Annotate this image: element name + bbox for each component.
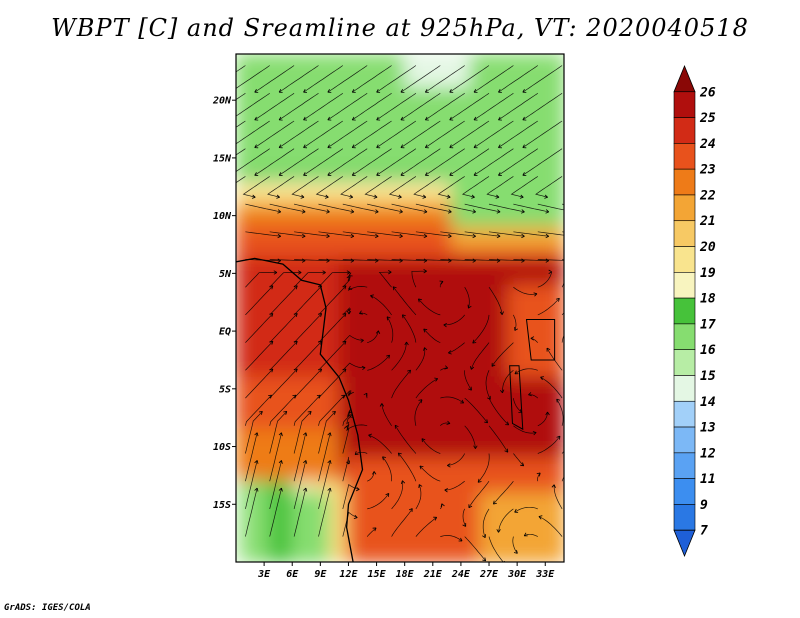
y-tick-label: 15N (213, 153, 232, 164)
colorbar-label: 15 (700, 369, 716, 384)
colorbar-label: 12 (700, 446, 716, 461)
colorbar-segment (673, 504, 696, 531)
colorbar-label: 24 (699, 137, 716, 152)
colorbar-label: 14 (700, 395, 716, 410)
colorbar-label: 21 (699, 214, 716, 229)
lake-outline (525, 319, 556, 361)
colorbar-segment (673, 375, 696, 402)
lake-outline (509, 365, 524, 431)
colorbar-segment (673, 117, 696, 144)
colorbar: 7 9 11 12 13 14 15 16 17 18 19 20 21 22 23 24 25 26 (673, 64, 716, 558)
colorbar-segment (673, 323, 696, 350)
colorbar-label: 17 (700, 317, 716, 332)
colorbar-segment (673, 426, 696, 454)
y-tick-label: 5S (219, 384, 231, 395)
colorbar-label: 25 (699, 111, 716, 126)
x-tick-label: 12E (339, 569, 358, 580)
colorbar-segment (673, 143, 696, 170)
x-axis: 3E 6E 9E 12E 15E 18E 21E 24E 27E 30E 33E (257, 562, 555, 580)
colorbar-label: 7 (700, 524, 708, 539)
colorbar-segment (673, 478, 696, 505)
y-tick-label: 10N (213, 211, 232, 222)
colorbar-segment (673, 220, 696, 247)
colorbar-segment (673, 349, 696, 376)
colorbar-label: 9 (700, 498, 708, 513)
y-axis: 20N 15N 10N 5N EQ 5S 10S 15S (212, 96, 236, 511)
x-tick-label: 33E (535, 569, 555, 580)
y-tick-label: 20N (212, 96, 232, 107)
colorbar-label: 13 (700, 421, 716, 436)
x-tick-label: 30E (507, 569, 527, 580)
chart-title: WBPT [C] and Sreamline at 925hPa, VT: 20… (51, 14, 749, 42)
colorbar-segment (673, 272, 696, 299)
colorbar-label: 23 (699, 163, 716, 178)
colorbar-label: 19 (700, 266, 716, 281)
map-frame (235, 53, 565, 563)
x-tick-label: 27E (479, 569, 499, 580)
x-tick-label: 24E (451, 569, 471, 580)
colorbar-label: 20 (699, 240, 716, 255)
y-tick-label: EQ (219, 327, 231, 338)
coastline (236, 257, 364, 562)
colorbar-segment (673, 168, 696, 196)
colorbar-segment (673, 452, 696, 479)
colorbar-label: 16 (700, 343, 716, 358)
grads-credit: GrADS: IGES/COLA (4, 603, 91, 613)
colorbar-segment (673, 91, 696, 118)
x-tick-label: 18E (396, 569, 415, 580)
colorbar-segment (673, 194, 696, 222)
x-tick-label: 21E (423, 569, 443, 580)
colorbar-segment (673, 246, 696, 273)
y-tick-label: 15S (213, 500, 231, 511)
colorbar-label: 11 (700, 472, 716, 487)
wbpt-field (236, 54, 564, 562)
colorbar-label: 22 (699, 188, 716, 203)
colorbar-segment (673, 297, 696, 325)
colorbar-label: 26 (699, 85, 716, 100)
colorbar-segment (673, 400, 696, 428)
y-tick-label: 5N (219, 269, 232, 280)
colorbar-segment (673, 64, 696, 93)
colorbar-segment (673, 529, 696, 558)
colorbar-label: 18 (700, 292, 716, 307)
x-tick-label: 15E (368, 569, 387, 580)
x-tick-label: 3E (257, 569, 271, 580)
y-tick-label: 10S (213, 442, 231, 453)
x-tick-label: 6E (286, 569, 299, 580)
x-tick-label: 9E (314, 569, 327, 580)
